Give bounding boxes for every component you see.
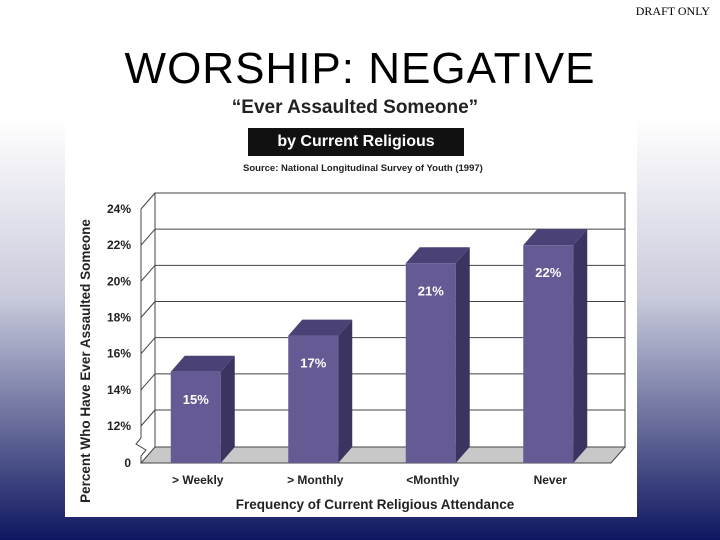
slide-title: WORSHIP: NEGATIVE <box>124 44 596 93</box>
bar-top <box>288 319 353 336</box>
bar-top <box>405 247 470 264</box>
chart-panel: 24% 22% 20% 18% 16% 14% 12% 0 15% > Weekly 17% > Mo… <box>65 89 637 517</box>
bar-data-label: 22% <box>535 265 561 280</box>
bar <box>288 335 339 463</box>
gridline-diagonal <box>140 409 156 427</box>
bar-chart: 24% 22% 20% 18% 16% 14% 12% 0 15% > Weekly 17% > Mo… <box>107 192 627 487</box>
bar-top <box>170 355 235 372</box>
y-tick-label: 12% <box>107 419 131 433</box>
y-tick-label: 0 <box>124 456 131 470</box>
bar <box>170 371 221 463</box>
x-tick-label: Never <box>534 473 568 487</box>
bar <box>523 245 574 463</box>
y-tick-label: 22% <box>107 238 131 252</box>
axis-break-mark <box>135 437 147 463</box>
y-tick-label: 16% <box>107 347 131 361</box>
bar-data-label: 21% <box>418 283 444 298</box>
bar-side <box>338 319 353 463</box>
y-tick-label: 14% <box>107 383 131 397</box>
gridline-diagonal <box>140 301 156 318</box>
gridline-diagonal <box>140 373 156 391</box>
bar-side <box>455 247 470 463</box>
x-tick-label: > Monthly <box>287 473 344 487</box>
y-tick-label: 18% <box>107 311 131 325</box>
x-axis-label: Frequency of Current Religious Attendanc… <box>235 497 515 512</box>
chart-subtitle: by Current Religious Attendance <box>248 128 464 178</box>
gridline-diagonal <box>140 228 156 246</box>
y-tick-label: 24% <box>107 202 131 216</box>
bar-side <box>573 229 588 463</box>
y-tick-label: 20% <box>107 274 131 288</box>
gridline-diagonal <box>140 192 156 210</box>
y-axis-label: Percent Who Have Ever Assaulted Someone <box>78 219 93 503</box>
gridline-diagonal <box>140 337 156 354</box>
bar-data-label: 15% <box>183 392 209 407</box>
gridline-diagonal <box>140 265 156 282</box>
x-tick-label: <Monthly <box>406 473 459 487</box>
chart-source: Source: National Longitudinal Survey of … <box>243 163 483 174</box>
bar-side <box>220 355 235 463</box>
x-tick-label: > Weekly <box>172 473 224 487</box>
bar-top <box>523 229 588 246</box>
bar-data-label: 17% <box>300 356 326 371</box>
chart-title: “Ever Assaulted Someone” <box>231 97 479 118</box>
bar <box>405 263 456 463</box>
draft-watermark: DRAFT ONLY <box>635 4 710 18</box>
